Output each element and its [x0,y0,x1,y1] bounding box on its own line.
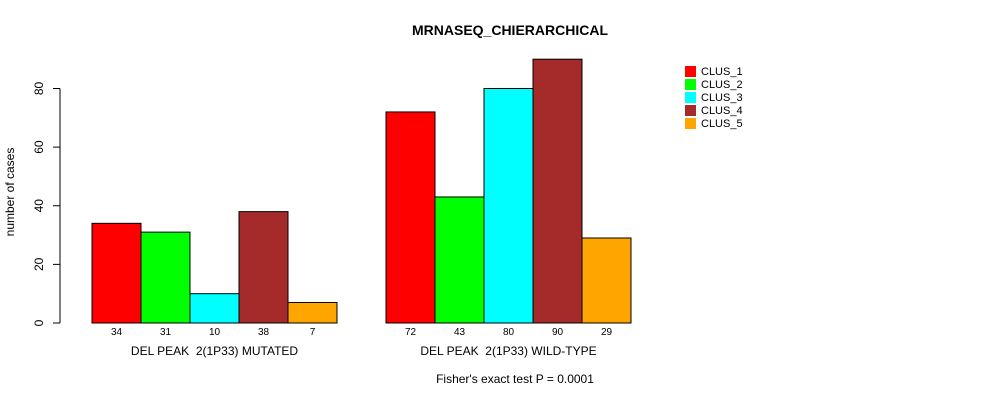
bar-count-label: 43 [454,327,466,338]
legend-label: CLUS_4 [701,105,743,117]
group-label: DEL PEAK 2(1P33) WILD-TYPE [420,344,596,358]
bar-clus-5-group-2 [581,237,632,324]
bar-count-label: 90 [552,327,564,338]
bar-clus-1-group-2 [385,111,436,324]
legend-label: CLUS_3 [701,92,743,104]
y-tick-label: 20 [32,257,46,271]
fisher-test-footer: Fisher's exact test P = 0.0001 [436,372,594,386]
bar-clus-3-group-1 [189,293,240,324]
bar-count-label: 29 [601,327,613,338]
bar-count-label: 7 [310,327,316,338]
legend-swatch [685,66,696,77]
y-axis: 0 20 40 60 80 [32,82,61,326]
y-tick-label: 60 [32,140,46,154]
bar-clus-3-group-2 [483,88,534,324]
group-label: DEL PEAK 2(1P33) MUTATED [131,344,298,358]
bar-clus-2-group-1 [140,231,191,324]
bars: 34 31 10 38 7 72 43 80 90 29 [91,58,632,338]
bar-clus-4-group-2 [532,58,583,324]
legend-swatch [685,79,696,90]
bar-count-label: 38 [258,327,270,338]
bar-clus-5-group-1 [287,301,338,324]
legend-label: CLUS_1 [701,66,743,78]
y-tick-label: 80 [32,82,46,96]
y-axis-label: number of cases [3,148,17,237]
bar-count-label: 72 [405,327,417,338]
legend-label: CLUS_5 [701,118,743,130]
bar-clus-1-group-1 [91,222,142,324]
group-labels: DEL PEAK 2(1P33) MUTATED DEL PEAK 2(1P33)… [131,344,597,358]
y-tick-label: 40 [32,199,46,213]
bar-count-label: 34 [111,327,123,338]
bar-count-label: 10 [209,327,221,338]
bar-clus-2-group-2 [434,196,485,324]
bar-clus-4-group-1 [238,211,289,324]
legend-label: CLUS_2 [701,79,743,91]
legend-swatch [685,92,696,103]
bar-count-label: 80 [503,327,515,338]
legend-swatch [685,118,696,129]
bar-count-label: 31 [160,327,172,338]
y-tick-label: 0 [32,319,46,326]
chart-title: MRNASEQ_CHIERARCHICAL [412,22,608,38]
legend-swatch [685,105,696,116]
